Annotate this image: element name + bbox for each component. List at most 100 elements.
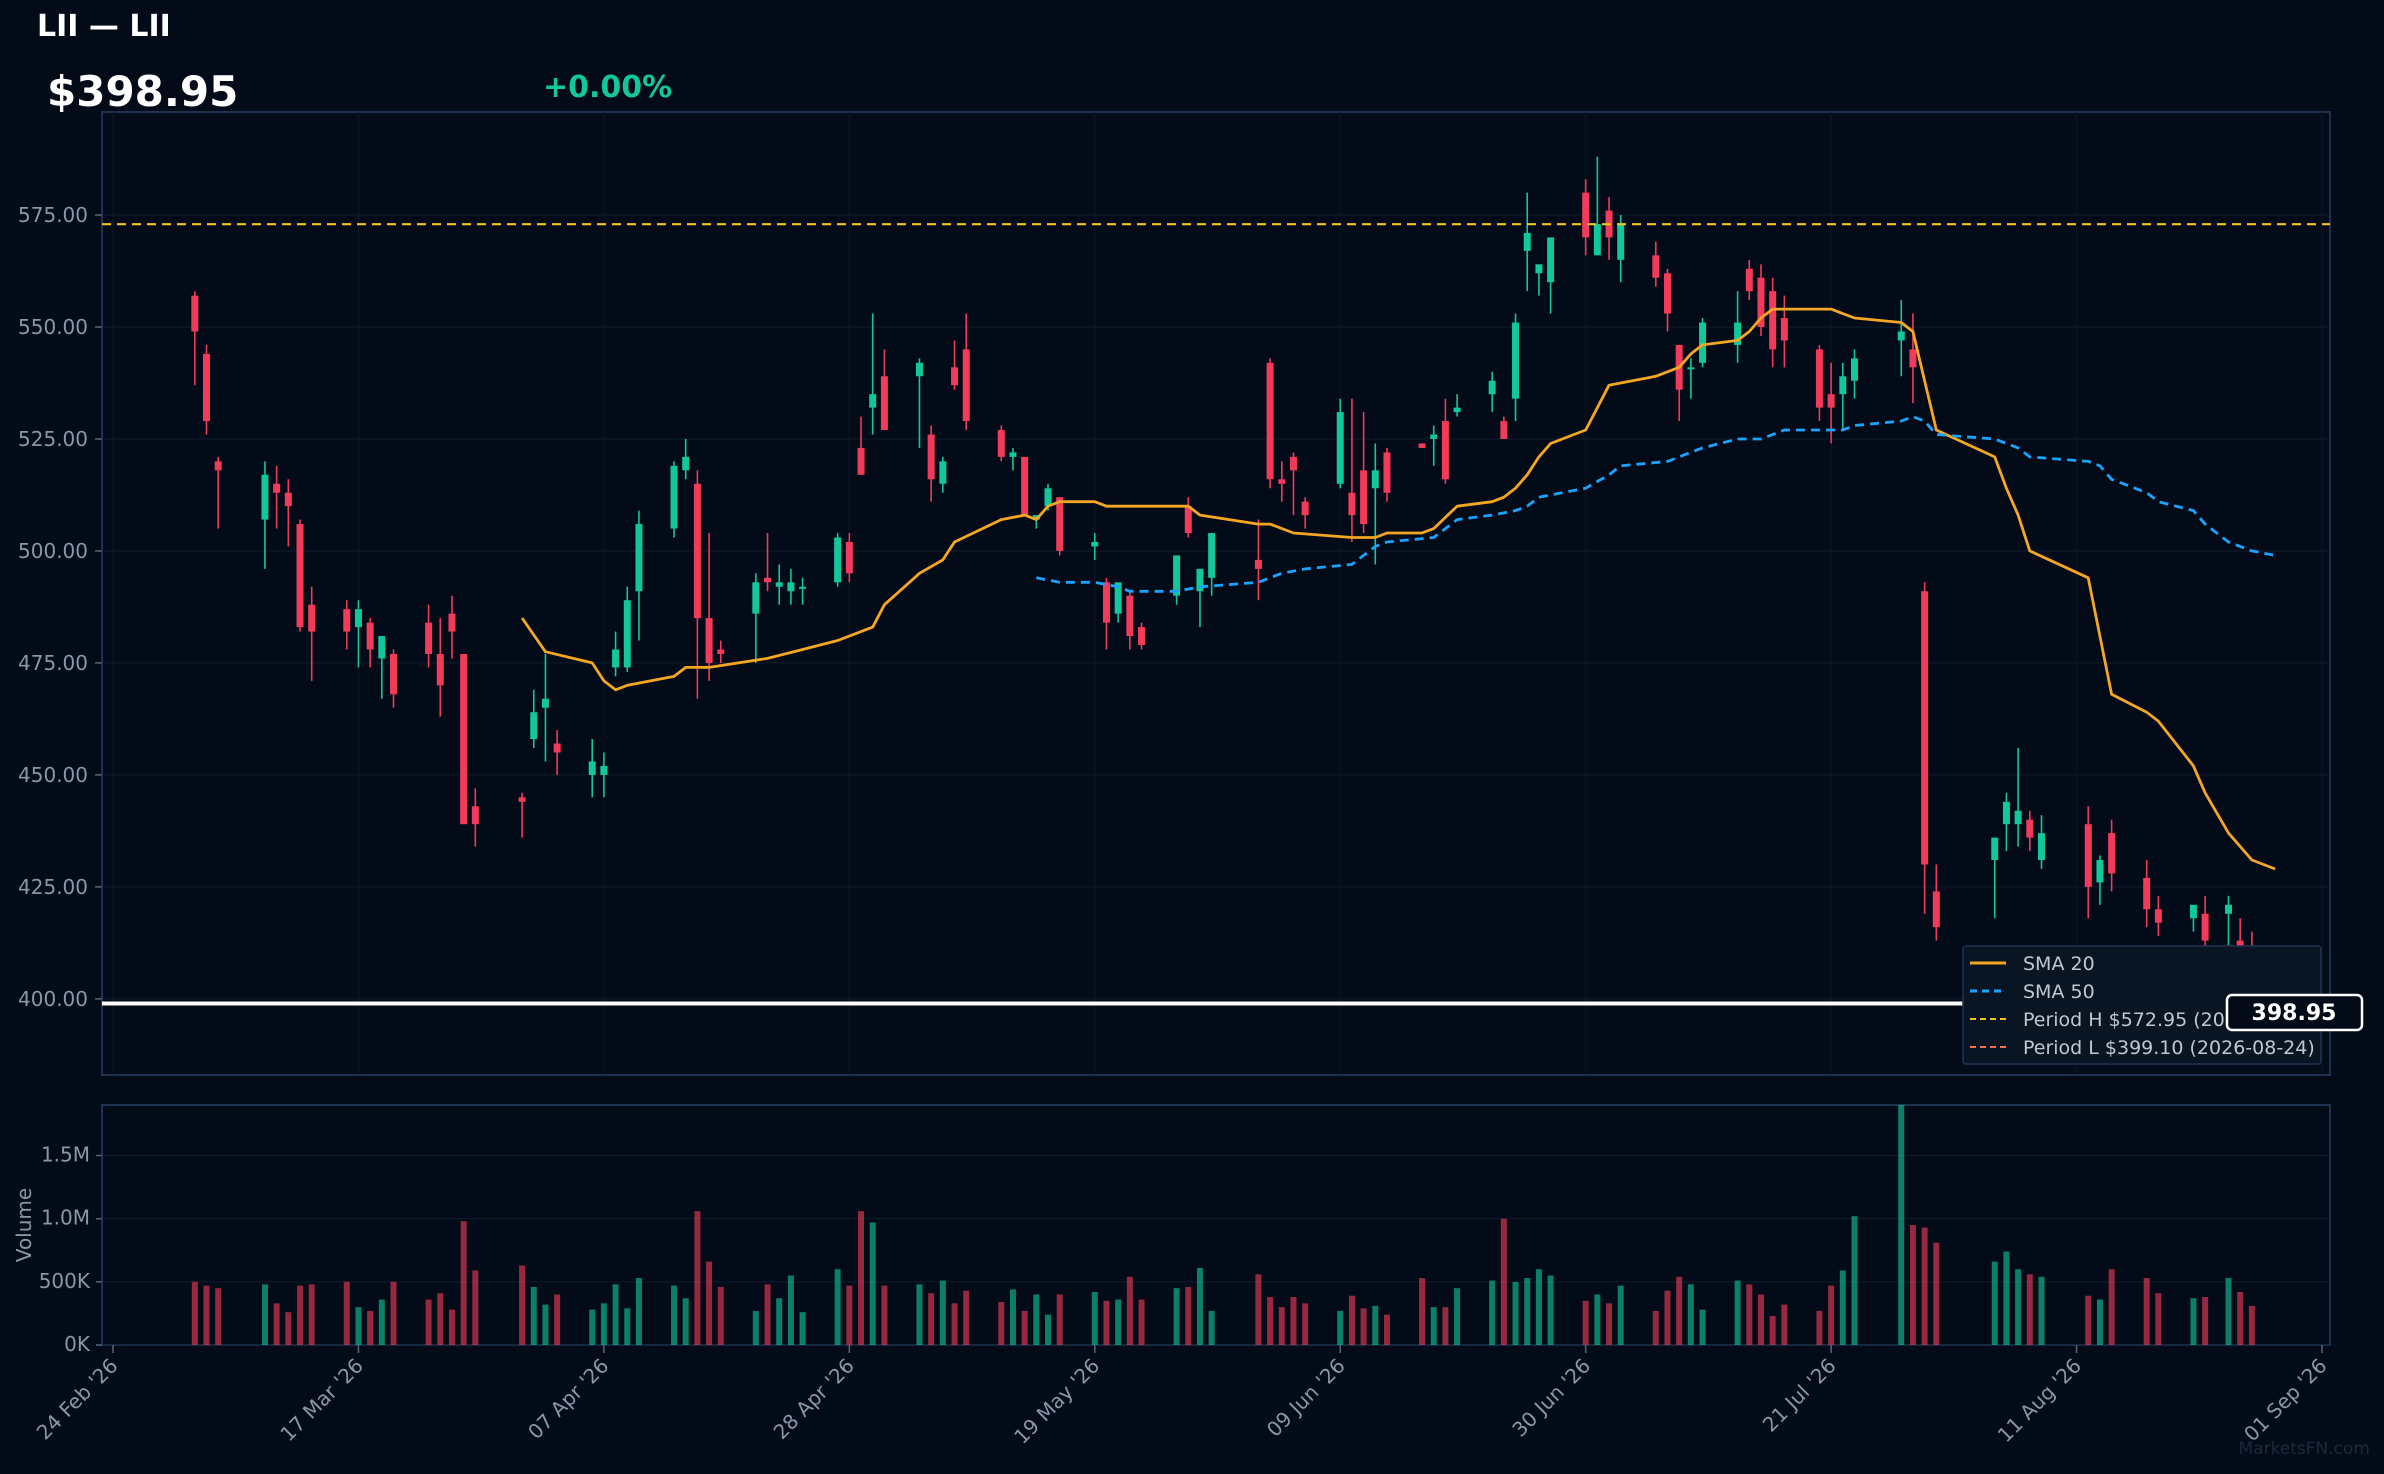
volume-bar: [1302, 1303, 1309, 1345]
legend-low-label: Period L $399.10 (2026-08-24): [2023, 1037, 2315, 1059]
volume-bar: [963, 1290, 970, 1345]
candle-body: [693, 483, 701, 619]
candle-body: [436, 653, 444, 686]
volume-bar: [367, 1310, 374, 1345]
volume-bar: [273, 1303, 280, 1345]
candle-body: [1056, 497, 1064, 551]
volume-bar: [542, 1304, 549, 1345]
volume-bar: [1512, 1281, 1519, 1345]
volume-bar: [1337, 1310, 1344, 1345]
volume-bar: [2085, 1295, 2092, 1345]
candle-body: [1652, 255, 1660, 278]
volume-axis-label: Volume: [12, 1188, 36, 1262]
sma20-line: [520, 307, 2276, 871]
price-tick-label: 500.00: [18, 539, 88, 563]
candle-body: [273, 483, 281, 493]
candle-body: [1430, 434, 1438, 439]
candle-body: [2026, 819, 2034, 838]
candle-body: [845, 541, 853, 574]
candle-body: [869, 394, 877, 408]
candle-body: [1453, 407, 1461, 413]
volume-bar: [2038, 1276, 2045, 1345]
date-tick-label: 24 Feb '26: [32, 1354, 123, 1445]
volume-bar: [519, 1265, 526, 1345]
candle-body: [927, 434, 935, 480]
candle-body: [1009, 452, 1017, 457]
volume-bar: [1851, 1216, 1858, 1345]
candle-body: [1301, 501, 1309, 516]
date-tick-label: 01 Sep '26: [2239, 1354, 2331, 1446]
volume-bar: [1091, 1291, 1098, 1345]
candle-body: [1184, 506, 1192, 534]
volume-bar: [472, 1270, 479, 1345]
candle-body: [2084, 824, 2092, 887]
candle-body: [799, 586, 807, 589]
volume-bar: [1734, 1280, 1741, 1345]
volume-bar: [1898, 1105, 1905, 1345]
candle-body: [1897, 331, 1905, 341]
volume-tick-label: 1.0M: [41, 1206, 90, 1230]
candle-body: [962, 349, 970, 422]
candle-body: [1114, 582, 1122, 614]
candle-body: [600, 765, 608, 775]
volume-bar: [1360, 1308, 1367, 1345]
volume-bar: [2248, 1305, 2255, 1345]
volume-bar: [1021, 1310, 1028, 1345]
volume-bar: [297, 1285, 304, 1345]
volume-bar: [2003, 1251, 2010, 1345]
candle-body: [635, 524, 643, 592]
candle-body: [1418, 443, 1426, 448]
price-tick-label: 475.00: [18, 651, 88, 675]
candle-body: [1254, 559, 1262, 569]
volume-bar: [1757, 1294, 1764, 1345]
candle-body: [2014, 810, 2022, 825]
candle-body: [1196, 568, 1204, 592]
volume-bar: [2190, 1298, 2197, 1345]
volume-bar: [1617, 1285, 1624, 1345]
candle-body: [717, 649, 725, 654]
candle-body: [1827, 394, 1835, 408]
volume-bar: [589, 1309, 596, 1345]
volume-bar: [1009, 1289, 1016, 1345]
candle-body: [1138, 627, 1146, 646]
candle-body: [1512, 322, 1520, 399]
date-tick-label: 17 Mar '26: [275, 1354, 368, 1447]
price-change: +0.00%: [543, 70, 672, 105]
volume-bar: [437, 1293, 444, 1345]
candle-body: [1850, 358, 1858, 381]
candle-body: [530, 712, 538, 740]
volume-bar: [671, 1285, 678, 1345]
candle-body: [1909, 349, 1917, 368]
last-price-tag: 398.95: [2225, 993, 2364, 1032]
candle-body: [1547, 237, 1555, 283]
candle-body: [1745, 268, 1753, 292]
candle-body: [1780, 318, 1788, 341]
candle-body: [1348, 492, 1356, 516]
date-tick-label: 30 Jun '26: [1507, 1354, 1595, 1442]
candle-body: [764, 577, 772, 583]
volume-bar: [1816, 1310, 1823, 1345]
volume-bar: [2096, 1299, 2103, 1345]
volume-bar: [846, 1285, 853, 1345]
price-panel: [101, 111, 2331, 1076]
volume-bar: [1909, 1225, 1916, 1345]
volume-bar: [1348, 1295, 1355, 1345]
volume-bar: [928, 1293, 935, 1345]
volume-bar: [425, 1299, 432, 1345]
candle-body: [1815, 349, 1823, 408]
candle-body: [1044, 488, 1052, 507]
candle-body: [2201, 913, 2209, 941]
volume-bar: [869, 1222, 876, 1345]
candle-body: [2096, 860, 2104, 883]
price-tick-label: 550.00: [18, 315, 88, 339]
sma50-line: [1036, 415, 2276, 593]
volume-bar: [1442, 1307, 1449, 1345]
candle-body: [752, 582, 760, 614]
volume-bar: [1769, 1315, 1776, 1345]
volume-bar: [881, 1285, 888, 1345]
volume-bar: [764, 1284, 771, 1345]
last-price-tag-box: [2225, 993, 2364, 1032]
volume-bar: [355, 1307, 362, 1345]
volume-bar: [343, 1281, 350, 1345]
